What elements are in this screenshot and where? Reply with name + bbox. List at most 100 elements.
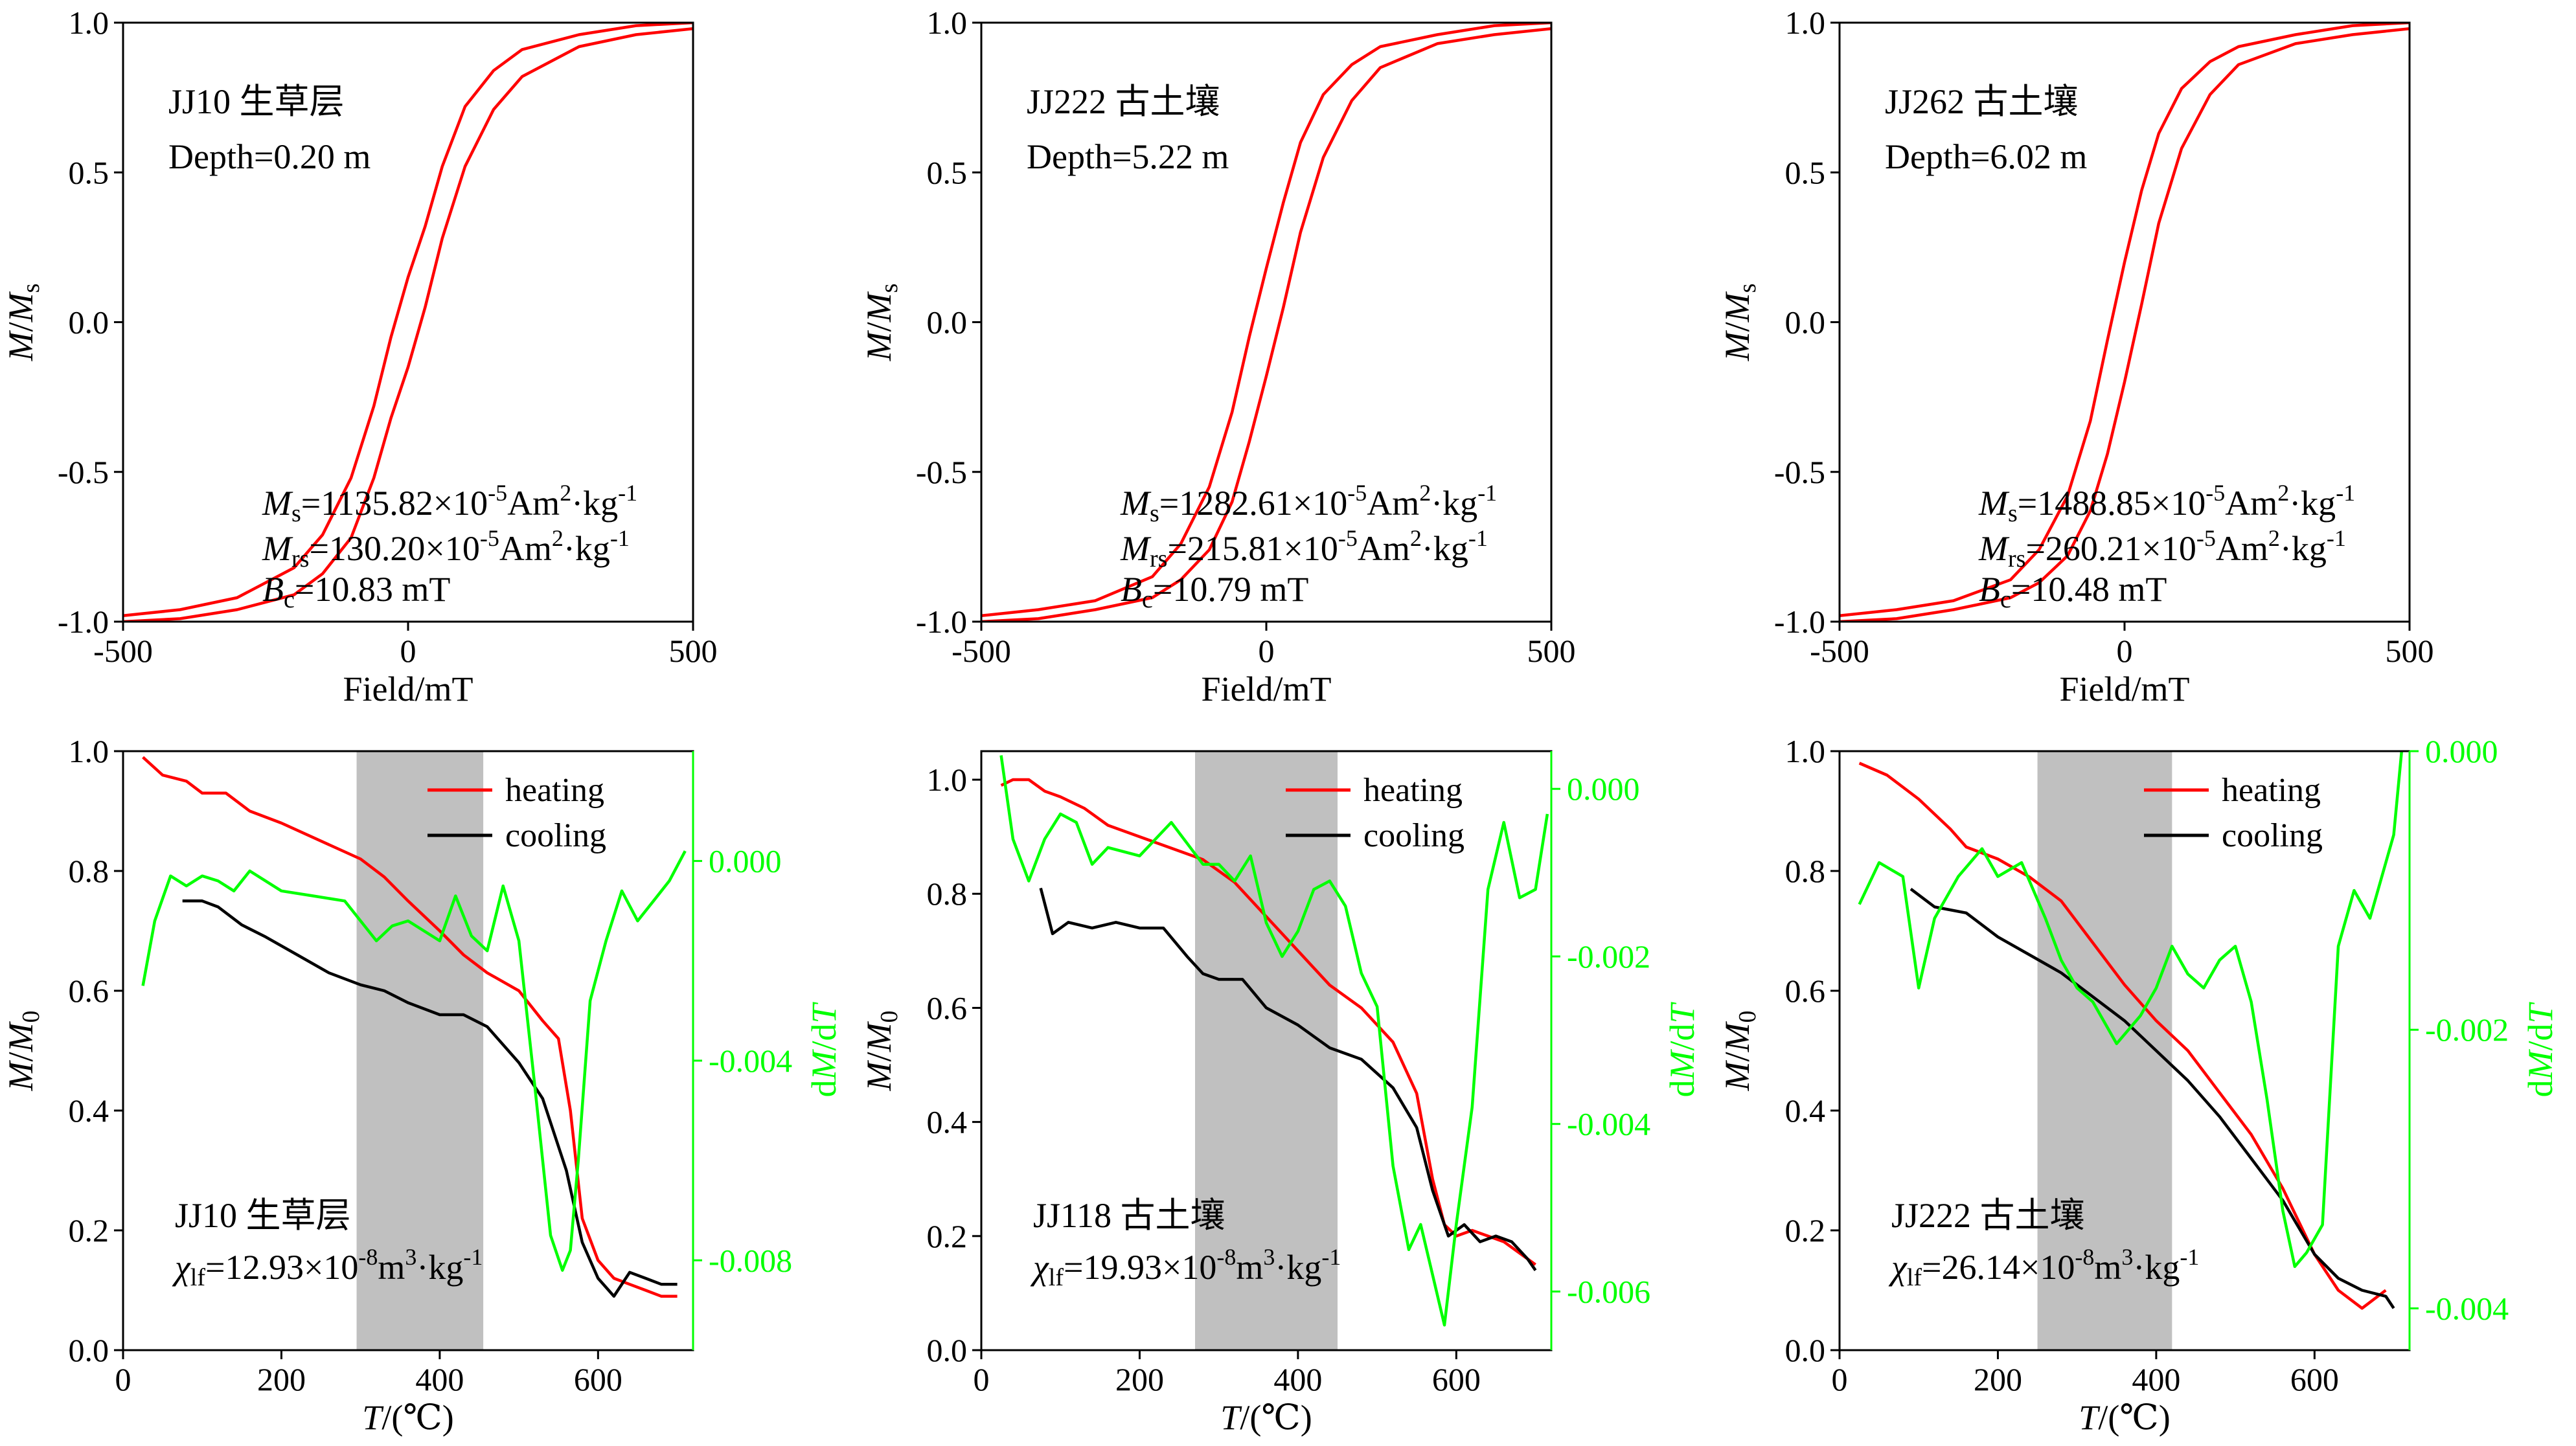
text-span: M <box>1 1059 40 1091</box>
text-span: M <box>804 1049 843 1081</box>
y2-tick-label: 0.000 <box>1567 771 1640 807</box>
x-tick-label: 400 <box>1273 1361 1322 1397</box>
chart-panel-6: 0 200 400 600 0.0 0.2 0.4 0.6 0.8 1.0 0.000 -0.002 -… <box>1718 733 2560 1437</box>
text-span: / <box>1 322 40 332</box>
text-span: M <box>860 291 898 322</box>
value-span: =10.79 mT <box>1153 570 1308 609</box>
y-tick-label: 0.8 <box>927 876 968 912</box>
text-span: 2 <box>560 480 571 506</box>
text-span: T <box>804 1002 843 1024</box>
text-span: /(℃) <box>2098 1398 2170 1437</box>
text-span: -5 <box>488 480 507 506</box>
bc-label: Bc=10.83 mT <box>262 570 450 613</box>
y-tick-label: 0.0 <box>1785 304 1826 341</box>
y-tick-label: 1.0 <box>1785 5 1826 41</box>
value-span: =12.93×10 <box>205 1248 358 1287</box>
y-axis-title: M/Ms <box>1718 284 1761 362</box>
y-tick-label: 0.8 <box>69 853 109 889</box>
x-tick-label: 0 <box>1259 633 1275 669</box>
text-span: B <box>262 570 284 609</box>
y-tick-label: -0.5 <box>1774 454 1825 490</box>
text-span: s <box>876 284 903 293</box>
text-span: -5 <box>1338 525 1358 551</box>
depth-label: Depth=6.02 m <box>1885 137 2087 176</box>
text-span: s <box>1734 284 1761 293</box>
text-span: -8 <box>358 1244 378 1270</box>
y-tick-label: -1.0 <box>916 604 967 640</box>
text-span: 3 <box>2121 1244 2133 1270</box>
y2-tick-label: -0.004 <box>709 1043 792 1079</box>
ms-label: Ms=1488.85×10-5Am2·kg-1 <box>1978 480 2355 527</box>
chart-panel-5: 0 200 400 600 0.0 0.2 0.4 0.6 0.8 1.0 0.000 -0.002 -… <box>860 750 1702 1437</box>
text-span: 2 <box>2268 525 2280 551</box>
x-tick-label: -500 <box>952 633 1011 669</box>
text-span: -1 <box>610 525 630 551</box>
chart-panel-1: -500 0 500-1.0-0.50.00.51.0Field/mTM/MsJJ1… <box>1 5 718 708</box>
text-span: M <box>1718 1021 1757 1052</box>
mrs-label: Mrs=215.81×10-5Am2·kg-1 <box>1120 525 1488 572</box>
shaded-band <box>356 751 484 1350</box>
legend-cooling-label: cooling <box>505 817 606 854</box>
x-tick-label: 500 <box>1527 633 1576 669</box>
y2-tick-label: -0.002 <box>2425 1011 2509 1048</box>
y2-tick-label: -0.002 <box>1567 938 1650 975</box>
y-tick-label: 0.5 <box>1785 154 1826 190</box>
text-span: -8 <box>2075 1244 2094 1270</box>
depth-label: Depth=5.22 m <box>1027 137 1229 176</box>
derivative-curve <box>141 850 687 1272</box>
legend-heating-label: heating <box>505 772 604 809</box>
y2-tick-label: -0.006 <box>1567 1273 1650 1309</box>
sample-label: JJ118 古土壤 <box>1033 1196 1225 1235</box>
chi-label: χlf=12.93×10-8m3·kg-1 <box>172 1244 483 1291</box>
text-span: M <box>1978 484 2010 523</box>
text-span: M <box>262 529 293 568</box>
sample-label: JJ262 古土壤 <box>1885 82 2079 121</box>
y2-tick-label: -0.004 <box>2425 1290 2509 1326</box>
text-span: -1 <box>2336 480 2355 506</box>
text-span: d <box>804 1080 843 1098</box>
y-tick-label: 0.0 <box>69 304 109 341</box>
text-span: -5 <box>480 525 499 551</box>
y-tick-label: 1.0 <box>69 733 109 769</box>
text-span: ·kg <box>571 484 618 523</box>
text-span: 0 <box>17 1011 45 1023</box>
series-group <box>1840 23 2410 622</box>
y-axis-title: M/Ms <box>1 284 45 362</box>
y-tick-label: 0.6 <box>1785 973 1826 1009</box>
text-span: M <box>2521 1049 2560 1081</box>
shaded-band <box>2037 751 2172 1350</box>
sample-label: JJ222 古土壤 <box>1891 1196 2085 1235</box>
chi-label: χlf=19.93×10-8m3·kg-1 <box>1030 1244 1341 1291</box>
text-span: / <box>1718 1052 1757 1061</box>
text-span: /(℃) <box>382 1398 453 1437</box>
y-axis-title: M/M0 <box>860 1011 903 1092</box>
value-span: =26.14×10 <box>1922 1248 2075 1287</box>
legend-cooling-label: cooling <box>1363 817 1465 854</box>
text-span: 2 <box>2277 480 2289 506</box>
series-group <box>1858 751 2404 1310</box>
text-span: / <box>860 1052 898 1061</box>
x-tick-label: 0 <box>115 1361 131 1397</box>
x-tick-label: 200 <box>1974 1361 2022 1397</box>
y-tick-label: -0.5 <box>58 454 109 490</box>
text-span: lf <box>1049 1264 1064 1291</box>
chart-panel-3: -500 0 500-1.0-0.50.00.51.0Field/mTM/MsJJ2… <box>1718 5 2434 708</box>
heating-curve <box>1000 778 1536 1266</box>
y-tick-label: -1.0 <box>1774 604 1825 640</box>
text-span: ·kg <box>2280 529 2327 568</box>
legend-cooling-label: cooling <box>2222 817 2323 854</box>
y-tick-label: 1.0 <box>927 5 968 41</box>
text-span: B <box>1979 570 2000 609</box>
y2-tick-label: -0.004 <box>1567 1106 1650 1142</box>
y-axis-title: M/M0 <box>1 1011 45 1092</box>
hysteresis-upper-branch <box>123 23 693 618</box>
value-span: =130.20×10 <box>309 529 479 568</box>
x-tick-label: -500 <box>93 633 153 669</box>
x-tick-label: 0 <box>400 633 416 669</box>
y-tick-label: 0.2 <box>927 1218 968 1254</box>
hysteresis-lower-branch <box>1840 27 2410 622</box>
text-span: -8 <box>1216 1244 1236 1270</box>
text-span: -5 <box>1347 480 1367 506</box>
y-tick-label: 0.5 <box>69 154 109 190</box>
y2-axis-title: dM/dT <box>804 1002 843 1098</box>
